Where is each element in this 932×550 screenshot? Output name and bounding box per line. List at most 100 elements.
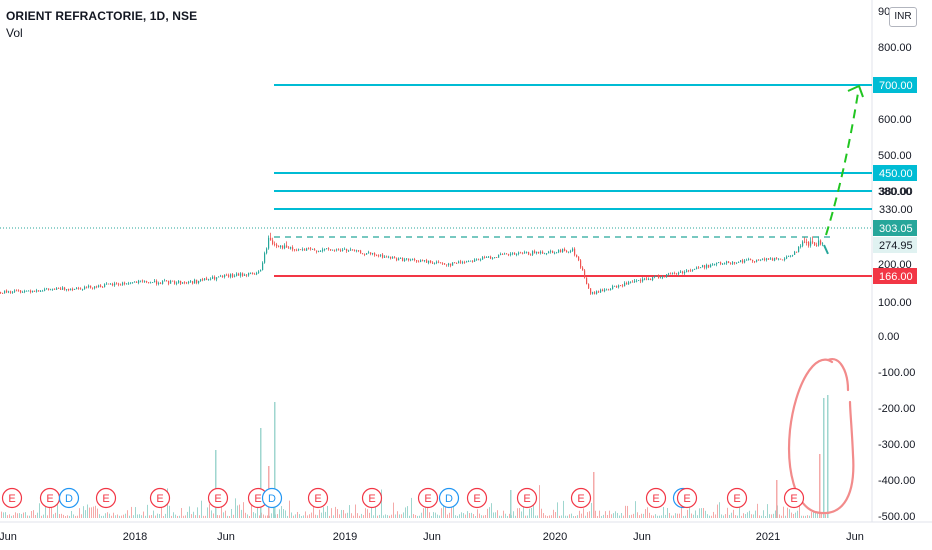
candle-body (306, 248, 308, 251)
volume-bar (333, 515, 334, 518)
candle-body (716, 262, 718, 265)
candle-body (672, 272, 674, 274)
candle-body (220, 275, 222, 277)
volume-bar (761, 515, 762, 518)
volume-bar (731, 512, 732, 518)
candle-body (822, 243, 824, 245)
candle-body (454, 262, 456, 264)
volume-bar (71, 510, 72, 518)
volume-indicator-label[interactable]: Vol (6, 26, 23, 40)
candle-body (760, 259, 762, 261)
volume-bar (383, 515, 384, 518)
volume-bar (469, 513, 470, 518)
candle-body (206, 278, 208, 280)
candle-body (316, 250, 318, 252)
volume-bar (17, 513, 18, 518)
volume-bar (245, 512, 246, 518)
volume-bar (319, 509, 320, 518)
volume-bar (583, 508, 584, 518)
candle-body (318, 251, 320, 252)
candle-body (0, 292, 2, 293)
y-tick-label: 600.00 (878, 114, 912, 126)
volume-bar (825, 514, 826, 518)
candle-body (690, 270, 692, 272)
volume-bar (543, 513, 544, 518)
candle-body (458, 261, 460, 264)
candle-body (60, 288, 62, 290)
volume-bar (703, 507, 704, 518)
level-label: 274.95 (879, 240, 913, 252)
volume-bar (753, 514, 754, 518)
volume-bar (25, 512, 26, 518)
y-tick-label: 0.00 (878, 331, 899, 343)
candle-body (800, 245, 802, 247)
projection-arrow (825, 92, 859, 236)
candle-body (636, 280, 638, 282)
candle-body (64, 287, 66, 290)
volume-bar (93, 506, 94, 518)
candle-body (618, 285, 620, 288)
candle-body (556, 252, 558, 254)
candle-body (268, 237, 270, 249)
currency-badge[interactable]: INR (889, 7, 917, 27)
candle-body (624, 282, 626, 287)
candle-body (244, 274, 246, 276)
candle-body (408, 258, 410, 261)
event-marker-label: E (214, 493, 221, 505)
volume-spike (819, 454, 821, 518)
symbol-title[interactable]: ORIENT REFRACTORIE, 1D, NSE (6, 9, 198, 23)
candle-body (340, 250, 342, 252)
candle-body (216, 277, 218, 280)
candle-body (304, 249, 306, 251)
volume-bar (471, 512, 472, 518)
volume-bar (281, 506, 282, 518)
volume-bar (489, 507, 490, 518)
volume-bar (573, 515, 574, 518)
candle-body (626, 282, 628, 285)
candle-body (194, 279, 196, 284)
candle-body (694, 268, 696, 270)
event-marker-label: E (424, 493, 431, 505)
candle-body (628, 282, 630, 285)
candle-body (700, 267, 702, 269)
candle-body (712, 264, 714, 266)
volume-bar (45, 501, 46, 518)
volume-bar (73, 514, 74, 518)
candle-body (230, 274, 232, 277)
candle-body (678, 272, 680, 274)
candle-body (722, 263, 724, 265)
volume-bar (169, 505, 170, 518)
candle-body (742, 260, 744, 263)
candle-body (574, 248, 576, 255)
volume-bar (349, 505, 350, 518)
volume-bar (695, 510, 696, 518)
volume-bar (83, 506, 84, 518)
volume-bar (771, 514, 772, 518)
volume-bar (821, 513, 822, 518)
volume-bar (653, 515, 654, 518)
candle-body (570, 250, 572, 252)
event-marker-earnings: E (676, 487, 698, 509)
volume-bar (645, 509, 646, 518)
candle-body (134, 281, 136, 283)
candle-body (44, 289, 46, 291)
candle-body (758, 259, 760, 261)
candle-body (620, 285, 622, 287)
candle-body (358, 250, 360, 252)
candle-body (208, 279, 210, 281)
candle-body (600, 289, 602, 293)
volume-bar (391, 514, 392, 518)
volume-bar (225, 510, 226, 518)
candle-body (132, 282, 134, 284)
candle-body (430, 260, 432, 263)
candle-body (156, 280, 158, 285)
candle-body (372, 253, 374, 255)
volume-bar (431, 515, 432, 518)
candle-body (292, 247, 294, 250)
candle-body (634, 280, 636, 282)
volume-bar (137, 514, 138, 518)
volume-bar (671, 515, 672, 518)
candle-body (30, 290, 32, 293)
volume-bar (441, 508, 442, 518)
